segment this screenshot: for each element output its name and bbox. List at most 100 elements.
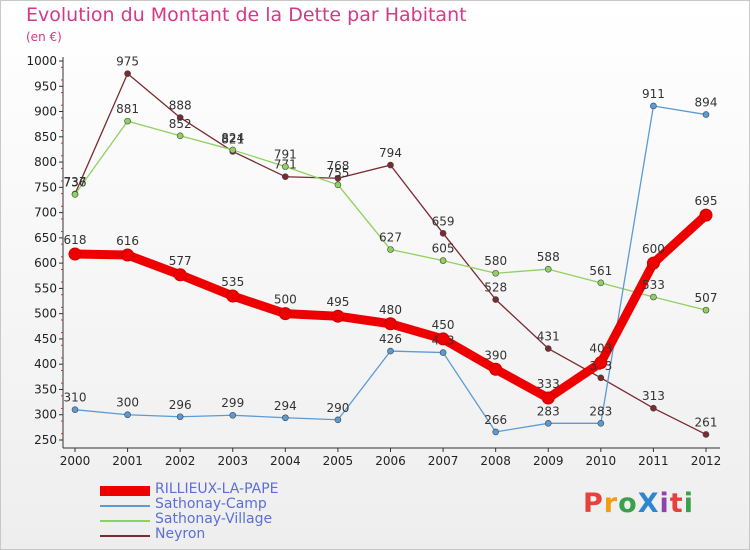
data-label: 296 bbox=[169, 398, 192, 412]
legend-swatch-rillieux bbox=[100, 486, 150, 496]
data-point bbox=[229, 146, 237, 154]
y-tick-label: 600 bbox=[34, 256, 57, 270]
data-point bbox=[597, 279, 605, 287]
data-point bbox=[594, 356, 608, 370]
y-tick-label: 400 bbox=[34, 357, 57, 371]
data-label: 824 bbox=[221, 131, 244, 145]
data-label: 852 bbox=[169, 117, 192, 131]
y-tick-label: 350 bbox=[34, 382, 57, 396]
data-point bbox=[489, 362, 503, 376]
x-tick-label: 2009 bbox=[533, 454, 564, 468]
data-label: 266 bbox=[484, 413, 507, 427]
data-label: 283 bbox=[589, 404, 612, 418]
data-point bbox=[384, 317, 397, 331]
data-point bbox=[334, 174, 342, 182]
y-tick-label: 250 bbox=[34, 433, 57, 447]
data-point bbox=[597, 374, 605, 382]
data-label: 500 bbox=[274, 293, 297, 307]
data-point bbox=[492, 269, 499, 277]
data-point bbox=[71, 406, 79, 413]
data-label: 495 bbox=[326, 295, 349, 309]
legend-swatch-sathonay-camp bbox=[100, 505, 150, 507]
data-label: 426 bbox=[379, 332, 402, 346]
data-label: 283 bbox=[537, 404, 560, 418]
data-label: 821 bbox=[221, 132, 244, 146]
y-tick-label: 650 bbox=[34, 231, 57, 245]
logo-letter: X bbox=[637, 488, 660, 519]
data-point bbox=[650, 293, 657, 301]
data-point bbox=[71, 191, 79, 198]
data-label: 975 bbox=[116, 55, 139, 69]
y-tick-label: 500 bbox=[34, 307, 57, 321]
data-label: 299 bbox=[221, 396, 244, 410]
y-tick-label: 1000 bbox=[26, 54, 57, 68]
data-point bbox=[334, 416, 342, 424]
data-label: 313 bbox=[642, 389, 665, 403]
y-tick-label: 450 bbox=[34, 332, 57, 346]
y-tick-label: 950 bbox=[34, 79, 57, 93]
y-tick-label: 550 bbox=[34, 281, 57, 295]
data-point bbox=[544, 345, 552, 352]
data-point bbox=[387, 246, 394, 253]
data-label: 403 bbox=[589, 342, 612, 356]
data-point bbox=[702, 111, 710, 118]
data-point bbox=[124, 411, 131, 419]
legend-label-rillieux: RILLIEUX-LA-PAPE bbox=[155, 481, 279, 497]
data-point bbox=[282, 163, 289, 170]
legend-swatch-sathonay-village bbox=[100, 520, 150, 522]
data-point bbox=[124, 70, 131, 77]
data-point bbox=[176, 114, 184, 121]
y-tick-label: 800 bbox=[34, 155, 57, 169]
data-label: 737 bbox=[64, 175, 87, 189]
chart-title: Evolution du Montant de la Dette par Hab… bbox=[26, 4, 467, 26]
logo-letter: o bbox=[618, 488, 638, 519]
x-tick-label: 2004 bbox=[270, 454, 301, 468]
logo-letter: P bbox=[583, 488, 604, 519]
data-point bbox=[702, 306, 710, 314]
data-label: 794 bbox=[379, 146, 402, 160]
data-point bbox=[650, 404, 657, 412]
legend-label-sathonay-camp: Sathonay-Camp bbox=[155, 496, 267, 512]
data-point bbox=[387, 161, 394, 169]
data-label: 888 bbox=[169, 99, 192, 113]
data-point bbox=[282, 414, 289, 422]
data-label: 627 bbox=[379, 230, 402, 244]
data-point bbox=[650, 102, 657, 110]
data-label: 450 bbox=[432, 318, 455, 332]
unit-label: (en €) bbox=[26, 30, 62, 44]
x-tick-label: 2006 bbox=[375, 454, 406, 468]
data-point bbox=[597, 420, 605, 427]
data-label: 533 bbox=[642, 278, 665, 292]
x-tick-label: 2012 bbox=[691, 454, 722, 468]
logo-letter: i bbox=[683, 488, 694, 519]
data-label: 600 bbox=[642, 242, 665, 256]
data-point bbox=[544, 265, 552, 273]
data-point bbox=[541, 391, 555, 405]
data-label: 618 bbox=[64, 233, 87, 247]
legend-label-neyron: Neyron bbox=[155, 526, 206, 542]
proxiti-logo: ProXiti bbox=[583, 488, 694, 519]
x-tick-label: 2008 bbox=[480, 454, 511, 468]
data-label: 290 bbox=[326, 401, 349, 415]
data-label: 431 bbox=[537, 330, 560, 344]
x-tick-label: 2001 bbox=[112, 454, 143, 468]
data-label: 528 bbox=[484, 281, 507, 295]
data-label: 881 bbox=[116, 102, 139, 116]
data-point bbox=[439, 257, 447, 264]
legend-label-sathonay-village: Sathonay-Village bbox=[155, 511, 273, 527]
y-tick-label: 750 bbox=[34, 180, 57, 194]
x-tick-label: 2003 bbox=[217, 454, 248, 468]
y-tick-label: 700 bbox=[34, 206, 57, 220]
data-label: 310 bbox=[64, 391, 87, 405]
data-point bbox=[282, 173, 289, 181]
data-label: 616 bbox=[116, 234, 139, 248]
data-label: 480 bbox=[379, 303, 402, 317]
data-label: 911 bbox=[642, 87, 665, 101]
x-tick-label: 2005 bbox=[323, 454, 354, 468]
data-label: 561 bbox=[589, 264, 612, 278]
data-point bbox=[124, 117, 131, 125]
data-label: 588 bbox=[537, 250, 560, 264]
data-point bbox=[278, 307, 292, 321]
data-label: 659 bbox=[432, 214, 455, 228]
